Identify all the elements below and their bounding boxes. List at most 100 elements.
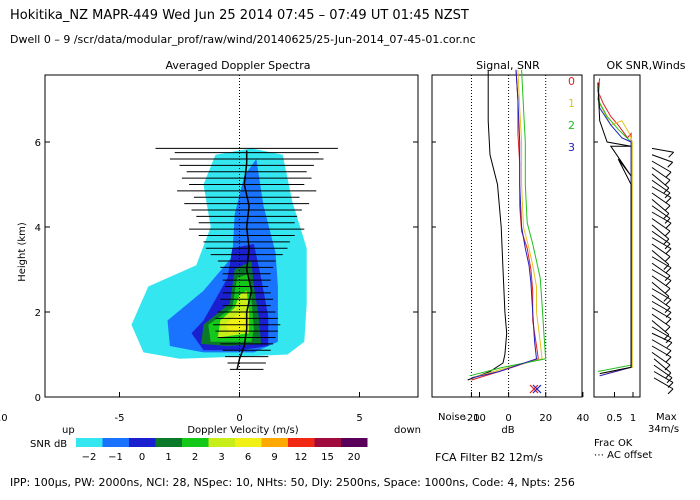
mean-velocity-line <box>236 150 253 370</box>
barb-flag <box>663 187 670 194</box>
y-tick-label: 4 <box>35 223 41 234</box>
barb-flag <box>664 275 671 282</box>
snr-contours <box>131 148 307 359</box>
barb-staff <box>651 205 671 219</box>
legend-swatch <box>182 438 209 447</box>
wind-barb <box>653 358 672 379</box>
legend-swatch <box>341 438 368 447</box>
barb-flag <box>663 264 670 270</box>
series-label-3: 3 <box>568 141 575 154</box>
barb-flag <box>664 256 671 262</box>
legend-level: 20 <box>348 452 361 463</box>
wind-barb <box>651 320 670 340</box>
legend-swatch <box>76 438 103 447</box>
ok-axes: 0.5 1 <box>593 74 641 424</box>
snr-legend: −2 −1 0 1 2 3 6 9 12 15 20 <box>76 438 368 463</box>
fca-filter-label: FCA Filter B2 12m/s <box>435 451 543 464</box>
wind-barb <box>651 249 670 270</box>
series-label-0: 0 <box>568 75 575 88</box>
barb-staff <box>653 371 674 383</box>
barb-flag <box>664 288 671 294</box>
barb-flag <box>664 179 671 186</box>
barb-flag <box>664 364 671 371</box>
barb-staff <box>651 224 670 240</box>
legend-swatch <box>288 438 315 447</box>
legend-swatch <box>102 438 129 447</box>
barb-staff <box>651 211 672 224</box>
barb-staff <box>651 218 671 232</box>
wind-barb <box>651 192 671 211</box>
max-value: 34m/s <box>648 424 679 435</box>
wind-barb <box>651 345 672 363</box>
series-label-1: 1 <box>568 97 575 110</box>
ok-series-1 <box>597 82 633 375</box>
wind-barb <box>651 243 671 262</box>
barb-staff <box>651 192 671 207</box>
x-marker <box>529 384 542 394</box>
barb-flag <box>668 151 675 158</box>
wind-barb <box>651 300 672 318</box>
barb-flag <box>666 377 673 384</box>
x-tick-label: 5 <box>356 413 362 424</box>
ok-frame <box>593 74 641 398</box>
wind-barb <box>651 224 670 245</box>
signal-series-2 <box>469 69 547 377</box>
barb-staff <box>651 269 672 281</box>
barb-flag <box>665 337 672 344</box>
wind-barb <box>653 371 674 388</box>
barb-flag <box>665 248 672 254</box>
wind-barb <box>653 364 673 384</box>
wind-barbs <box>651 147 675 395</box>
x-tick-label: 40 <box>577 413 590 424</box>
x-tick-label: 0.5 <box>607 413 623 424</box>
dwell-file-path: Dwell 0 – 9 /scr/data/modular_prof/raw/w… <box>10 33 476 46</box>
barb-staff <box>651 294 671 309</box>
y-tick-label: 6 <box>35 138 41 149</box>
wind-barb <box>651 160 672 178</box>
signal-series-0 <box>471 69 539 381</box>
barb-staff <box>651 237 672 250</box>
x-tick-label: 20 <box>539 413 552 424</box>
y-tick-label: 0 <box>35 393 41 404</box>
signal-lines <box>467 69 547 381</box>
down-label: down <box>394 425 421 436</box>
signal-title: Signal, SNR <box>476 59 540 72</box>
barb-flag <box>664 307 671 313</box>
wind-barb <box>651 147 675 158</box>
barb-flag <box>663 296 670 302</box>
max-label: Max <box>656 412 677 423</box>
barb-staff <box>651 243 671 258</box>
barb-staff <box>651 167 671 181</box>
barb-staff <box>651 179 671 194</box>
barb-staff <box>653 377 674 390</box>
barb-staff <box>651 230 671 245</box>
barb-staff <box>651 186 672 199</box>
ok-series-2 <box>597 82 632 372</box>
barb-flag <box>667 161 674 168</box>
legend-swatch <box>208 438 235 447</box>
barb-staff <box>651 351 671 366</box>
barb-flag <box>667 388 674 395</box>
barb-staff <box>653 358 672 374</box>
x-tick-label: 0 <box>236 413 242 424</box>
barb-staff <box>651 339 672 352</box>
wind-barb <box>651 179 671 199</box>
barb-staff <box>651 320 670 336</box>
legend-level: −2 <box>82 452 97 463</box>
barb-flag <box>665 318 672 325</box>
wind-barb <box>651 269 672 286</box>
barb-flag <box>664 230 671 237</box>
spectra-axes: 0 2 4 6 -10 -5 0 5 10 <box>0 74 486 424</box>
up-label: up <box>62 425 75 436</box>
snr-legend-title: SNR dB <box>30 439 67 450</box>
footer-params: IPP: 100μs, PW: 2000ns, NCI: 28, NSpec: … <box>10 476 575 489</box>
ac-offset-label: ⋯ AC offset <box>594 450 652 461</box>
barb-flag <box>665 197 672 203</box>
frac-ok-label: Frac OK <box>594 438 633 449</box>
legend-swatch <box>155 438 182 447</box>
barb-staff <box>651 307 672 320</box>
legend-level: 12 <box>295 452 308 463</box>
barb-staff <box>651 147 674 153</box>
velocity-profile <box>236 150 253 370</box>
